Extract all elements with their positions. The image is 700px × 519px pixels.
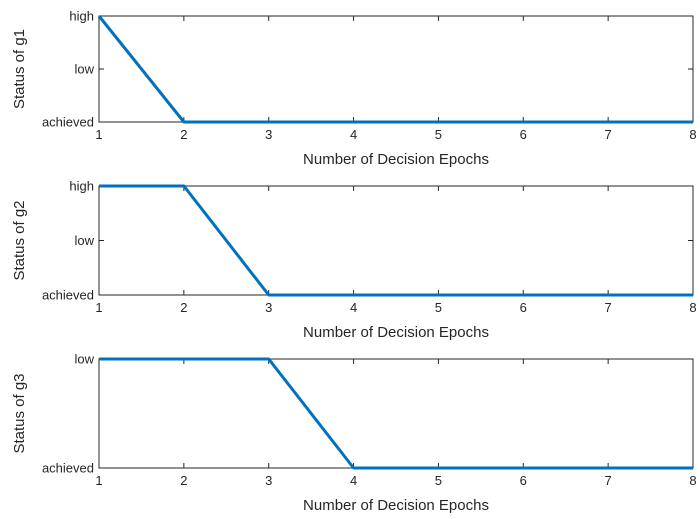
x-tick-label: 7 (605, 473, 612, 488)
x-tick-label: 7 (605, 127, 612, 142)
axes-box (98, 358, 694, 469)
x-tick-label: 4 (350, 300, 357, 315)
x-tick-label: 3 (265, 127, 272, 142)
y-axis-label: Status of g1 (11, 29, 28, 109)
x-tick-label: 5 (435, 473, 442, 488)
y-tick-label: low (74, 352, 94, 367)
subplot-1: 1 2 3 4 5 6 7 8 achieved low high Number of Decisio… (11, 9, 697, 169)
x-tick-label: 1 (95, 473, 102, 488)
y-tick-label: high (69, 9, 94, 24)
y-tick-label: low (74, 233, 94, 248)
series-line (99, 184, 693, 297)
y-axis-label: Status of g2 (11, 200, 28, 280)
x-tick-label: 1 (95, 300, 102, 315)
y-tick-label: high (69, 179, 94, 194)
x-tick-label: 6 (520, 127, 527, 142)
x-tick-label: 4 (350, 127, 357, 142)
series-line (99, 357, 693, 470)
x-tick-label: 5 (435, 300, 442, 315)
x-axis-label: Number of Decision Epochs (303, 497, 489, 514)
x-tick-label: 5 (435, 127, 442, 142)
x-tick-label: 6 (520, 473, 527, 488)
x-tick-label: 8 (689, 300, 696, 315)
x-tick-label: 8 (689, 127, 696, 142)
x-tick-label: 8 (689, 473, 696, 488)
x-axis-label: Number of Decision Epochs (303, 151, 489, 168)
y-tick-label: achieved (42, 461, 94, 476)
x-tick-label: 7 (605, 300, 612, 315)
series-line (97, 15, 693, 124)
y-tick-label: achieved (42, 288, 94, 303)
x-tick-label: 3 (265, 300, 272, 315)
x-tick-label: 4 (350, 473, 357, 488)
x-tick-label: 6 (520, 300, 527, 315)
x-tick-label: 2 (180, 473, 187, 488)
x-tick-label: 2 (180, 127, 187, 142)
subplot-3: 1 2 3 4 5 6 7 8 achieved low Number of Decision Ep… (11, 352, 697, 515)
axes-box (98, 15, 694, 123)
x-tick-label: 2 (180, 300, 187, 315)
x-tick-label: 1 (95, 127, 102, 142)
y-tick-label: achieved (42, 115, 94, 130)
y-tick-label: low (74, 62, 94, 77)
axes-box (98, 185, 694, 296)
subplot-2: 1 2 3 4 5 6 7 8 achieved low high Number of Decisio… (11, 179, 697, 342)
x-tick-label: 3 (265, 473, 272, 488)
y-axis-label: Status of g3 (11, 373, 28, 453)
x-axis-label: Number of Decision Epochs (303, 324, 489, 341)
